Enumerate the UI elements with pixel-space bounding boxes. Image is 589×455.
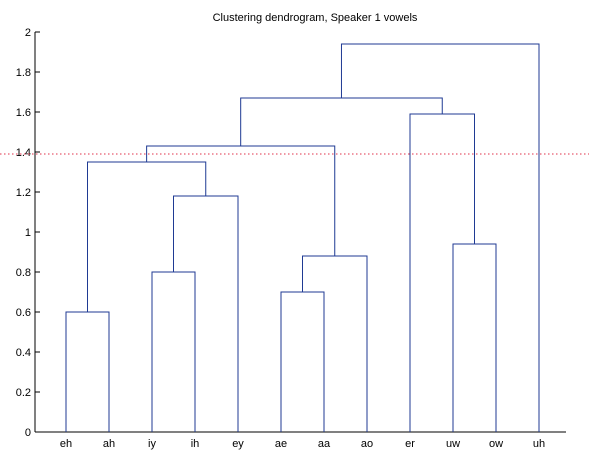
leaf-label-er: er [405,438,415,450]
y-tick-label: 0.2 [16,387,31,399]
y-tick-label: 1.8 [16,67,31,79]
y-tick-label: 1 [25,227,31,239]
leaf-label-eh: eh [60,438,72,450]
plot-area: 0 0.2 0.4 0.6 0.8 1 1.2 1.4 1.6 1.8 2 eh ah iy ih ey ae a… [0,27,589,450]
dendrogram-link-c1 [65,311,110,432]
dendrogram-link-c11 [340,43,540,432]
dendrogram-link-c4 [87,161,207,312]
leaf-label-ao: ao [361,438,373,450]
leaf-label-aa: aa [318,438,331,450]
y-tick-label: 1.2 [16,187,31,199]
y-tick-label: 0.6 [16,307,31,319]
y-tick-label: 0.8 [16,267,31,279]
chart-title: Clustering dendrogram, Speaker 1 vowels [213,12,418,24]
leaf-label-ah: ah [103,438,115,450]
leaf-label-ey: ey [232,438,244,450]
y-tick-label: 0.4 [16,347,31,359]
dendrogram-link-c10 [240,97,443,146]
leaf-label-uh: uh [533,438,545,450]
y-tick-label: 1.6 [16,107,31,119]
y-tick-label: 0 [25,427,31,439]
dendrogram-link-c5 [280,291,325,432]
dendrogram-link-c8 [452,243,497,432]
y-tick-label: 2 [25,27,31,39]
dendrogram-link-c2 [151,271,196,432]
dendrogram-link-c6 [302,255,368,432]
dendrogram-link-c3 [173,195,239,432]
leaf-label-iy: iy [148,438,156,450]
leaf-label-ih: ih [191,438,200,450]
dendrogram-link-c9 [409,113,475,432]
leaf-label-ow: ow [489,438,503,450]
leaf-label-uw: uw [446,438,460,450]
y-tick-label: 1.4 [16,147,31,159]
leaf-label-ae: ae [275,438,287,450]
